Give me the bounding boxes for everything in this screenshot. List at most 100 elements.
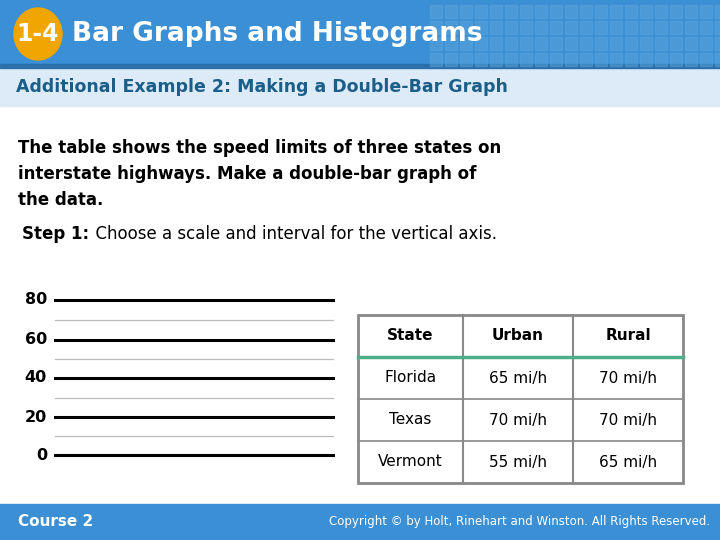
- Bar: [535, 21, 547, 34]
- Bar: [550, 53, 562, 66]
- Bar: [445, 5, 457, 18]
- Bar: [640, 53, 652, 66]
- Bar: [685, 5, 697, 18]
- Bar: [460, 53, 472, 66]
- Bar: [610, 37, 622, 50]
- Text: 70 mi/h: 70 mi/h: [489, 413, 547, 428]
- Bar: [610, 21, 622, 34]
- Bar: [0, 0, 720, 68]
- Text: Step 1:: Step 1:: [22, 225, 89, 243]
- Bar: [700, 37, 712, 50]
- Bar: [595, 5, 607, 18]
- Text: 40: 40: [24, 370, 47, 386]
- Text: 65 mi/h: 65 mi/h: [489, 370, 547, 386]
- Bar: [445, 53, 457, 66]
- Bar: [490, 37, 502, 50]
- Bar: [580, 37, 592, 50]
- Bar: [520, 53, 532, 66]
- Bar: [0, 504, 720, 540]
- Bar: [565, 21, 577, 34]
- Bar: [625, 21, 637, 34]
- Bar: [640, 21, 652, 34]
- Bar: [670, 53, 682, 66]
- Bar: [490, 5, 502, 18]
- Bar: [475, 21, 487, 34]
- Bar: [625, 53, 637, 66]
- Bar: [685, 37, 697, 50]
- Bar: [505, 53, 517, 66]
- Bar: [625, 5, 637, 18]
- Bar: [475, 37, 487, 50]
- Bar: [700, 21, 712, 34]
- Bar: [565, 5, 577, 18]
- Bar: [430, 53, 442, 66]
- Bar: [505, 37, 517, 50]
- Bar: [535, 53, 547, 66]
- Bar: [640, 5, 652, 18]
- Bar: [490, 53, 502, 66]
- Bar: [595, 53, 607, 66]
- Bar: [670, 21, 682, 34]
- Bar: [475, 53, 487, 66]
- Bar: [655, 53, 667, 66]
- Bar: [580, 21, 592, 34]
- Bar: [0, 106, 720, 540]
- Bar: [580, 5, 592, 18]
- Bar: [520, 21, 532, 34]
- Text: Copyright © by Holt, Rinehart and Winston. All Rights Reserved.: Copyright © by Holt, Rinehart and Winsto…: [329, 516, 710, 529]
- Bar: [505, 21, 517, 34]
- Bar: [640, 37, 652, 50]
- Bar: [715, 21, 720, 34]
- Text: Bar Graphs and Histograms: Bar Graphs and Histograms: [72, 21, 482, 47]
- Text: The table shows the speed limits of three states on: The table shows the speed limits of thre…: [18, 139, 501, 157]
- Bar: [655, 37, 667, 50]
- Bar: [670, 5, 682, 18]
- Text: 0: 0: [36, 448, 47, 462]
- Bar: [0, 64, 720, 68]
- Text: the data.: the data.: [18, 191, 104, 209]
- Text: 80: 80: [24, 293, 47, 307]
- Bar: [715, 5, 720, 18]
- Bar: [655, 21, 667, 34]
- Text: Vermont: Vermont: [378, 455, 443, 469]
- Bar: [625, 37, 637, 50]
- Bar: [0, 68, 720, 106]
- Bar: [565, 53, 577, 66]
- Bar: [610, 5, 622, 18]
- Bar: [520, 5, 532, 18]
- Text: State: State: [387, 328, 433, 343]
- Bar: [610, 53, 622, 66]
- Bar: [700, 5, 712, 18]
- Bar: [430, 5, 442, 18]
- Bar: [550, 21, 562, 34]
- Text: Choose a scale and interval for the vertical axis.: Choose a scale and interval for the vert…: [85, 225, 497, 243]
- Bar: [595, 37, 607, 50]
- Text: 65 mi/h: 65 mi/h: [599, 455, 657, 469]
- Bar: [520, 37, 532, 50]
- Bar: [700, 53, 712, 66]
- Bar: [715, 53, 720, 66]
- Bar: [550, 37, 562, 50]
- Ellipse shape: [14, 8, 62, 60]
- Bar: [490, 21, 502, 34]
- Text: Florida: Florida: [384, 370, 436, 386]
- Bar: [358, 315, 683, 483]
- Bar: [655, 5, 667, 18]
- Text: 60: 60: [24, 333, 47, 348]
- Text: Course 2: Course 2: [18, 515, 94, 530]
- Bar: [445, 21, 457, 34]
- Bar: [430, 37, 442, 50]
- Text: Rural: Rural: [606, 328, 651, 343]
- Bar: [595, 21, 607, 34]
- Bar: [685, 53, 697, 66]
- Bar: [535, 37, 547, 50]
- Bar: [445, 37, 457, 50]
- Text: 70 mi/h: 70 mi/h: [599, 413, 657, 428]
- Text: 20: 20: [24, 409, 47, 424]
- Bar: [715, 37, 720, 50]
- Bar: [685, 21, 697, 34]
- Text: Additional Example 2: Making a Double-Bar Graph: Additional Example 2: Making a Double-Ba…: [16, 78, 508, 96]
- Text: Urban: Urban: [492, 328, 544, 343]
- Text: 55 mi/h: 55 mi/h: [489, 455, 547, 469]
- Bar: [550, 5, 562, 18]
